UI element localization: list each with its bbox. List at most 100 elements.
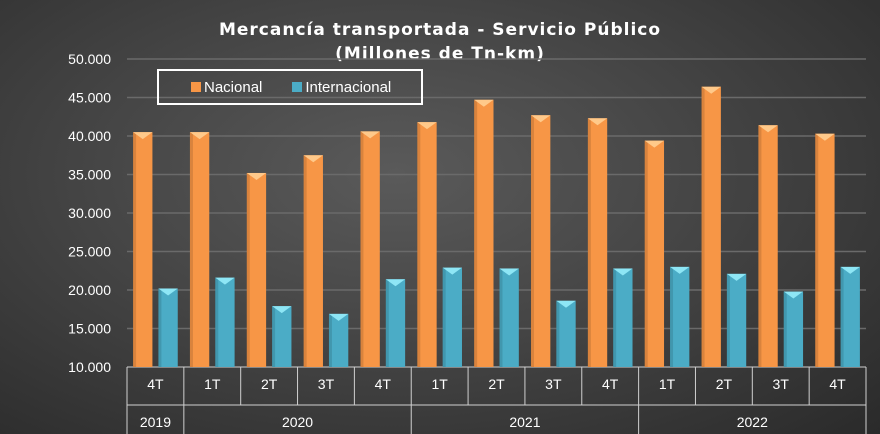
bar-shade — [272, 306, 276, 367]
legend-swatch-nacional — [191, 82, 201, 92]
bar-internacional — [783, 291, 804, 367]
bar-nacional — [758, 125, 778, 367]
bar-shade — [587, 118, 591, 367]
bar-shade — [189, 132, 193, 367]
bar-shade — [385, 279, 389, 367]
x-tick-label: 1T — [431, 376, 448, 392]
legend-swatch-internacional — [292, 82, 303, 92]
legend-item-nacional: Nacional — [191, 79, 262, 96]
bar-internacional — [840, 266, 860, 367]
bar-shade — [133, 132, 137, 367]
bar-cap — [815, 133, 835, 141]
bar-cap — [417, 122, 437, 130]
bar-internacional — [215, 277, 235, 367]
bar-cap — [272, 306, 292, 314]
bar-cap — [783, 291, 804, 299]
x-tick-label: 4T — [147, 376, 164, 392]
bar-cap — [613, 268, 633, 276]
bar-internacional — [158, 288, 178, 367]
bar-internacional — [328, 313, 349, 367]
x-group-label: 2019 — [140, 414, 171, 430]
bar-internacional — [670, 266, 690, 367]
bar-shade — [215, 277, 219, 367]
bar-shade — [670, 266, 674, 367]
legend-label: Nacional — [204, 78, 263, 96]
bar-shade — [840, 266, 844, 367]
x-group-label: 2020 — [282, 414, 313, 430]
legend-label: Internacional — [305, 78, 392, 96]
bar-nacional — [815, 133, 835, 367]
y-tick-label: 45.000 — [68, 90, 111, 106]
bar-nacional — [644, 140, 665, 367]
bar-nacional — [531, 115, 551, 368]
bar-cap — [385, 279, 406, 287]
bar-internacional — [499, 268, 519, 367]
bar-shade — [442, 267, 446, 367]
bar-shade — [158, 288, 162, 367]
bar-nacional — [189, 132, 210, 367]
bar-cap — [246, 172, 267, 180]
bar-nacional — [360, 131, 380, 367]
bar-internacional — [556, 300, 576, 367]
bar-cap — [158, 288, 178, 296]
bar-shade — [758, 125, 762, 367]
bar-nacional — [246, 172, 267, 367]
bar-shade — [417, 122, 421, 367]
x-tick-label: 1T — [659, 376, 676, 392]
x-tick-label: 4T — [829, 376, 846, 392]
bar-cap — [215, 277, 235, 285]
bar-nacional — [133, 132, 153, 367]
bar-cap — [328, 313, 349, 321]
bar-cap — [474, 99, 494, 107]
y-tick-label: 25.000 — [68, 244, 111, 260]
x-tick-label: 3T — [545, 376, 562, 392]
x-tick-label: 2T — [261, 376, 278, 392]
bar-cap — [189, 132, 210, 140]
bar-shade — [613, 268, 617, 367]
bar-internacional — [726, 273, 747, 367]
bar-cap — [701, 86, 721, 94]
bar-nacional — [417, 122, 437, 367]
bar-nacional — [474, 99, 494, 367]
y-tick-label: 50.000 — [68, 51, 111, 67]
bar-shade — [644, 140, 648, 367]
bar-shade — [531, 115, 535, 368]
y-tick-label: 15.000 — [68, 321, 111, 337]
bar-cap — [556, 300, 576, 308]
x-tick-label: 3T — [318, 376, 335, 392]
bar-nacional — [701, 86, 721, 367]
bar-cap — [670, 266, 690, 274]
bar-shade — [783, 291, 787, 367]
y-tick-label: 35.000 — [68, 167, 111, 183]
bar-shade — [499, 268, 503, 367]
x-tick-label: 4T — [375, 376, 392, 392]
bar-cap — [360, 131, 380, 139]
x-tick-label: 1T — [204, 376, 221, 392]
bar-nacional — [303, 155, 323, 367]
bar-internacional — [613, 268, 633, 367]
bar-shade — [474, 99, 478, 367]
x-tick-label: 4T — [602, 376, 619, 392]
bar-cap — [587, 118, 608, 126]
bar-cap — [726, 273, 747, 281]
bar-shade — [815, 133, 819, 367]
bar-shade — [360, 131, 364, 367]
bar-shade — [328, 313, 332, 367]
bar-shade — [701, 86, 705, 367]
bar-cap — [499, 268, 519, 276]
legend-item-internacional: Internacional — [292, 79, 391, 96]
bar-shade — [246, 172, 250, 367]
legend: Nacional Internacional — [157, 69, 423, 105]
bar-cap — [644, 140, 665, 148]
x-tick-label: 3T — [773, 376, 790, 392]
x-tick-label: 2T — [488, 376, 505, 392]
bar-nacional — [587, 118, 608, 367]
bar-cap — [758, 125, 778, 133]
bar-internacional — [442, 267, 462, 367]
x-group-label: 2022 — [737, 414, 768, 430]
chart-title: Mercancía transportada - Servicio Públic… — [218, 20, 662, 40]
bar-cap — [303, 155, 323, 163]
y-tick-label: 10.000 — [68, 359, 111, 375]
bar-shade — [726, 273, 730, 367]
